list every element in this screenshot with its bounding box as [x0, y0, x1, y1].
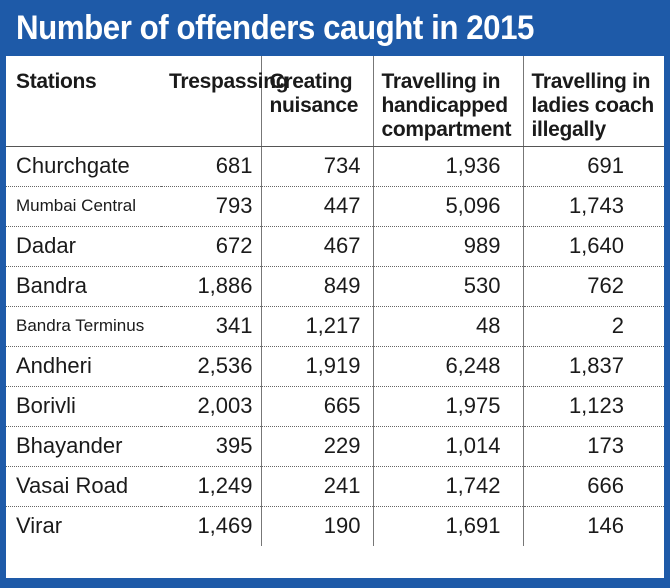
table-row: Vasai Road 1,249 241 1,742 666: [6, 466, 664, 507]
ladies-coach-cell: 1,837: [522, 346, 664, 387]
handicapped-cell: 48: [372, 306, 523, 347]
ladies-coach-cell: 146: [522, 506, 664, 546]
station-cell: Dadar: [6, 226, 161, 267]
table-row: Bhayander 395 229 1,014 173: [6, 426, 664, 467]
header-line: compartment: [381, 118, 512, 141]
header-line: nuisance: [269, 94, 359, 117]
table-row: Churchgate 681 734 1,936 691: [6, 146, 664, 187]
column-header-stations: Stations: [6, 56, 161, 147]
station-cell: Mumbai Central: [6, 186, 161, 227]
table-row: Bandra Terminus 341 1,217 48 2: [6, 306, 664, 347]
handicapped-cell: 1,975: [372, 386, 523, 427]
station-cell: Churchgate: [6, 146, 161, 187]
ladies-coach-cell: 173: [522, 426, 664, 467]
ladies-coach-cell: 762: [522, 266, 664, 307]
ladies-coach-cell: 691: [522, 146, 664, 187]
trespassing-cell: 681: [161, 146, 261, 187]
station-cell: Bandra Terminus: [6, 306, 161, 347]
table-row: Bandra 1,886 849 530 762: [6, 266, 664, 307]
handicapped-cell: 5,096: [372, 186, 523, 227]
nuisance-cell: 849: [260, 266, 373, 307]
trespassing-cell: 1,469: [197, 513, 253, 539]
nuisance-cell: 665: [260, 386, 373, 427]
nuisance-cell: 229: [260, 426, 373, 467]
table-row: Mumbai Central 793 447 5,096 1,743: [6, 186, 664, 227]
nuisance-cell: 734: [260, 146, 373, 187]
ladies-coach-cell: 666: [522, 466, 664, 507]
nuisance-cell: 190: [260, 506, 373, 546]
table-body: Churchgate 681 734 1,936 691 Mumbai Central 79…: [6, 146, 664, 546]
header-line: Travelling in: [381, 70, 501, 93]
station-cell: Andheri: [6, 346, 161, 387]
station-cell: Virar: [16, 513, 63, 539]
handicapped-cell: 989: [372, 226, 523, 267]
table-row: Andheri 2,536 1,919 6,248 1,837: [6, 346, 664, 387]
station-cell: Bhayander: [6, 426, 161, 467]
ladies-coach-cell: 1,743: [522, 186, 664, 227]
ladies-coach-cell: 1,640: [522, 226, 664, 267]
trespassing-cell: 2,003: [161, 386, 261, 427]
nuisance-cell: 241: [260, 466, 373, 507]
header-line: handicapped: [381, 94, 509, 117]
trespassing-cell: 1,886: [161, 266, 261, 307]
header-line: Trespassing: [169, 70, 289, 93]
trespassing-cell: 793: [161, 186, 261, 227]
handicapped-cell: 1,742: [372, 466, 523, 507]
handicapped-cell: 1,691: [372, 506, 523, 546]
station-cell: Borivli: [6, 386, 161, 427]
trespassing-cell: 672: [161, 226, 261, 267]
handicapped-cell: 1,936: [372, 146, 523, 187]
nuisance-cell: 467: [260, 226, 373, 267]
trespassing-cell: 395: [161, 426, 261, 467]
nuisance-cell: 447: [260, 186, 373, 227]
header-line: ladies coach: [531, 94, 655, 117]
table-row: Borivli 2,003 665 1,975 1,123: [6, 386, 664, 427]
column-header-handicapped-compartment: Travelling in handicapped compartment: [372, 56, 523, 147]
column-header-trespassing: Trespassing: [161, 56, 289, 147]
nuisance-cell: 1,217: [260, 306, 373, 347]
handicapped-cell: 6,248: [372, 346, 523, 387]
chart-title: Number of offenders caught in 2015: [16, 8, 534, 47]
handicapped-cell: 1,014: [372, 426, 523, 467]
trespassing-cell: 341: [161, 306, 261, 347]
trespassing-cell: 1,249: [161, 466, 261, 507]
table-row: Virar 1,469 190 1,691 146: [6, 506, 664, 546]
header-line: Creating: [269, 70, 353, 93]
station-cell: Bandra: [6, 266, 161, 307]
header-line: Stations: [16, 70, 97, 93]
header-line: illegally: [531, 118, 607, 141]
nuisance-cell: 1,919: [260, 346, 373, 387]
station-cell: Vasai Road: [6, 466, 161, 507]
column-header-creating-nuisance: Creating nuisance: [260, 56, 373, 147]
handicapped-cell: 530: [372, 266, 523, 307]
title-bar: Number of offenders caught in 2015: [6, 0, 664, 56]
column-header-ladies-coach: Travelling in ladies coach illegally: [522, 56, 664, 147]
table-row: Dadar 672 467 989 1,640: [6, 226, 664, 267]
offenders-table: Stations Trespassing Creating nuisance T…: [6, 56, 664, 546]
ladies-coach-cell: 1,123: [522, 386, 664, 427]
ladies-coach-cell: 2: [522, 306, 664, 347]
trespassing-cell: 2,536: [161, 346, 261, 387]
header-line: Travelling in: [531, 70, 651, 93]
header-row: Stations Trespassing Creating nuisance T…: [6, 56, 664, 147]
